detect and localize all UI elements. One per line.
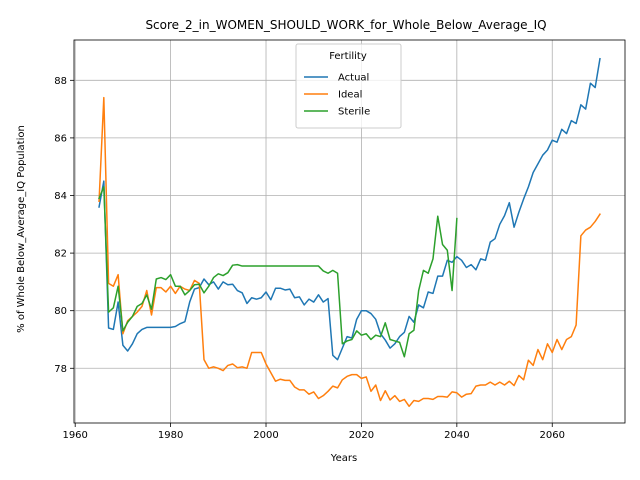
x-axis-ticks: 1960 1980 2000 2020 2040 2060 (62, 423, 565, 441)
y-axis-ticks: 78 80 82 84 86 88 (54, 76, 74, 375)
legend-label-actual: Actual (338, 73, 369, 84)
x-tick-label: 2020 (349, 430, 374, 441)
y-tick-label: 78 (54, 364, 67, 375)
x-tick-label: 2040 (444, 430, 469, 441)
x-tick-label: 1960 (62, 430, 87, 441)
grid-lines (74, 40, 625, 423)
legend-box (295, 43, 402, 129)
legend: Fertility Actual Ideal Sterile (295, 43, 402, 129)
y-tick-label: 82 (54, 249, 67, 260)
legend-label-sterile: Sterile (338, 107, 370, 118)
plot-area-frame (73, 39, 626, 424)
x-axis-label: Years (330, 453, 357, 464)
x-tick-label: 1980 (158, 430, 183, 441)
x-tick-label: 2060 (540, 430, 565, 441)
y-tick-label: 88 (54, 76, 67, 87)
series-lines (98, 57, 601, 408)
chart-title: Score_2_in_WOMEN_SHOULD_WORK_for_Whole_B… (145, 18, 546, 32)
x-tick-label: 2000 (253, 430, 278, 441)
series-line-actual (98, 57, 601, 361)
y-tick-label: 80 (54, 306, 67, 317)
legend-title: Fertility (329, 51, 367, 62)
y-tick-label: 86 (54, 133, 67, 144)
y-tick-label: 84 (54, 191, 67, 202)
series-line-sterile (98, 186, 458, 358)
series-line-ideal (98, 96, 601, 408)
legend-label-ideal: Ideal (338, 90, 362, 101)
y-axis-label: % of Whole Below_Average_IQ Population (16, 125, 27, 333)
legend-entries: Actual Ideal Sterile (304, 73, 370, 118)
